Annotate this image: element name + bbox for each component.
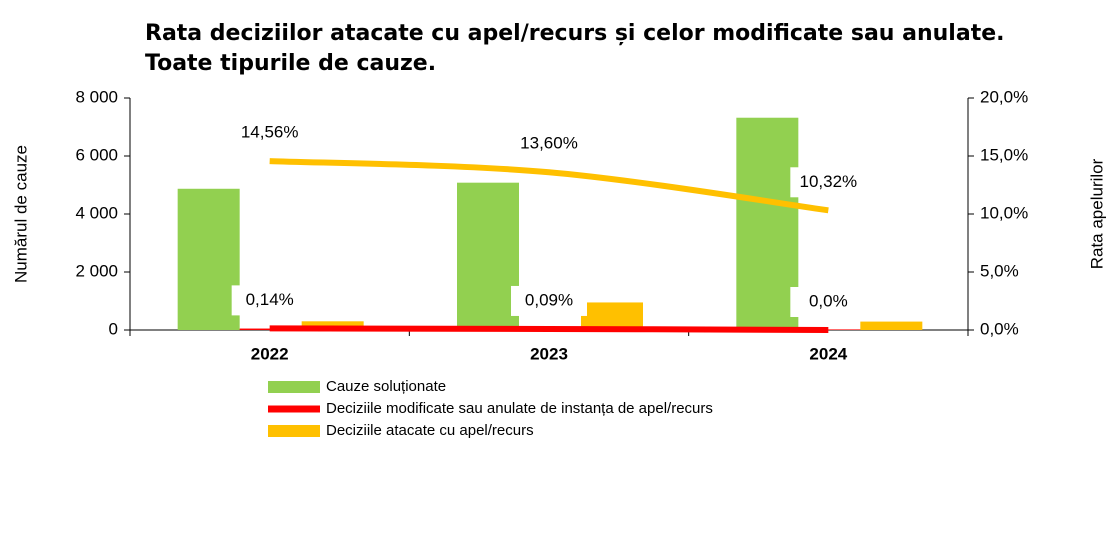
- data-label-box: [231, 285, 308, 316]
- x-tick-label: 2023: [530, 344, 568, 363]
- bar: [581, 302, 643, 330]
- data-label: 14,56%: [241, 123, 299, 142]
- y-tick-label: 8 000: [75, 87, 118, 106]
- legend-label: Cauze soluționate: [326, 378, 446, 395]
- data-label-box: [790, 167, 867, 198]
- line: [269, 325, 829, 333]
- x-tick-label: 2022: [251, 344, 289, 363]
- data-label-box: [511, 129, 587, 160]
- data-label: 10,32%: [799, 172, 857, 191]
- legend-swatch: [268, 425, 320, 437]
- data-label-box: [231, 118, 308, 149]
- y-tick-label: 2 000: [75, 261, 118, 280]
- data-label: 0,09%: [525, 290, 573, 309]
- y2-tick-label: 10,0%: [980, 203, 1028, 222]
- y2-tick-label: 15,0%: [980, 145, 1028, 164]
- y-tick-label: 6 000: [75, 145, 118, 164]
- legend-label: Deciziile modificate sau anulate de inst…: [326, 400, 713, 417]
- line: [269, 158, 829, 214]
- data-label: 0,14%: [246, 290, 294, 309]
- y2-tick-label: 0,0%: [980, 319, 1019, 338]
- chart-title: Toate tipurile de cauze.: [145, 51, 436, 76]
- y-tick-label: 0: [109, 319, 118, 338]
- bar: [457, 182, 519, 330]
- data-label: 13,60%: [520, 134, 578, 153]
- bar: [860, 321, 923, 330]
- legend-swatch: [268, 381, 320, 393]
- y2-axis-title: Rata apelurilor: [1087, 158, 1106, 269]
- bar: [736, 117, 799, 330]
- data-label-box: [511, 285, 587, 316]
- y-axis-title: Numărul de cauze: [11, 145, 30, 283]
- y2-tick-label: 20,0%: [980, 87, 1028, 106]
- y2-tick-label: 5,0%: [980, 261, 1019, 280]
- data-label: 0,0%: [809, 291, 848, 310]
- legend-label: Deciziile atacate cu apel/recurs: [326, 422, 534, 439]
- bar: [798, 329, 861, 330]
- x-tick-label: 2024: [809, 344, 847, 363]
- y-tick-label: 4 000: [75, 203, 118, 222]
- data-label-box: [790, 287, 867, 317]
- chart-title: Rata deciziilor atacate cu apel/recurs ș…: [145, 21, 1004, 46]
- bar: [177, 188, 240, 330]
